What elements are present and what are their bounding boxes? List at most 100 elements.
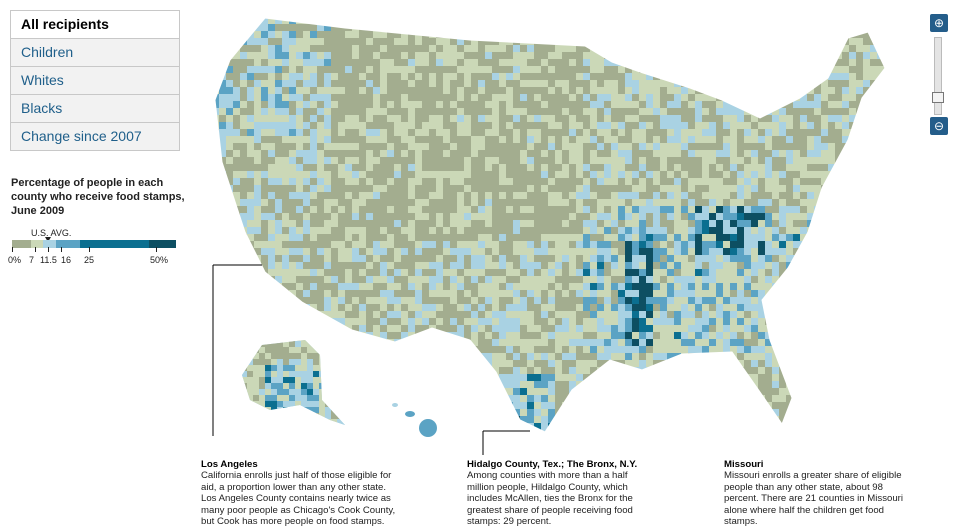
county[interactable]: [303, 290, 311, 298]
county[interactable]: [793, 241, 801, 249]
county[interactable]: [506, 143, 514, 151]
county[interactable]: [366, 143, 374, 151]
county[interactable]: [310, 157, 318, 165]
county[interactable]: [702, 24, 710, 32]
county[interactable]: [380, 248, 388, 256]
county[interactable]: [842, 220, 850, 228]
county[interactable]: [233, 101, 241, 109]
county[interactable]: [268, 262, 276, 270]
county[interactable]: [562, 101, 570, 109]
county[interactable]: [492, 31, 500, 39]
county[interactable]: [219, 199, 227, 207]
county[interactable]: [212, 164, 220, 172]
county[interactable]: [737, 325, 745, 333]
county[interactable]: [639, 171, 647, 179]
county[interactable]: [373, 17, 381, 25]
county[interactable]: [268, 101, 276, 109]
county[interactable]: [520, 115, 528, 123]
county[interactable]: [401, 87, 409, 95]
county[interactable]: [709, 108, 717, 116]
county[interactable]: [821, 24, 829, 32]
county[interactable]: [702, 52, 710, 60]
county[interactable]: [380, 24, 388, 32]
county[interactable]: [737, 108, 745, 116]
county[interactable]: [681, 122, 689, 130]
county[interactable]: [786, 157, 794, 165]
county[interactable]: [324, 297, 332, 305]
county[interactable]: [849, 220, 857, 228]
county[interactable]: [534, 73, 542, 81]
county[interactable]: [233, 108, 241, 116]
county[interactable]: [303, 276, 311, 284]
county[interactable]: [254, 136, 262, 144]
county[interactable]: [492, 185, 500, 193]
county[interactable]: [387, 87, 395, 95]
county[interactable]: [856, 164, 864, 172]
county[interactable]: [380, 318, 388, 326]
county[interactable]: [695, 10, 703, 18]
county[interactable]: [233, 332, 241, 340]
county[interactable]: [261, 318, 269, 326]
county[interactable]: [884, 94, 892, 102]
county[interactable]: [863, 332, 871, 340]
county[interactable]: [828, 129, 836, 137]
county[interactable]: [597, 143, 605, 151]
county[interactable]: [541, 290, 549, 298]
county[interactable]: [891, 150, 899, 158]
county[interactable]: [723, 262, 731, 270]
county[interactable]: [723, 73, 731, 81]
county[interactable]: [366, 10, 374, 18]
county[interactable]: [597, 255, 605, 263]
county[interactable]: [842, 332, 850, 340]
county[interactable]: [506, 353, 514, 361]
county[interactable]: [681, 164, 689, 172]
county[interactable]: [450, 255, 458, 263]
county[interactable]: [597, 248, 605, 256]
county[interactable]: [723, 325, 731, 333]
county[interactable]: [485, 262, 493, 270]
county[interactable]: [457, 206, 465, 214]
county[interactable]: [688, 206, 696, 214]
county[interactable]: [457, 17, 465, 25]
county[interactable]: [534, 31, 542, 39]
county[interactable]: [436, 24, 444, 32]
county[interactable]: [282, 213, 290, 221]
county[interactable]: [842, 45, 850, 53]
county[interactable]: [296, 171, 304, 179]
county[interactable]: [331, 73, 339, 81]
county[interactable]: [870, 283, 878, 291]
county[interactable]: [492, 234, 500, 242]
county[interactable]: [380, 199, 388, 207]
county[interactable]: [303, 38, 311, 46]
county[interactable]: [331, 213, 339, 221]
county[interactable]: [660, 206, 668, 214]
county[interactable]: [667, 59, 675, 67]
county[interactable]: [695, 318, 703, 326]
county[interactable]: [737, 248, 745, 256]
county[interactable]: [359, 311, 367, 319]
county[interactable]: [842, 136, 850, 144]
county[interactable]: [289, 185, 297, 193]
county[interactable]: [310, 269, 318, 277]
county[interactable]: [681, 31, 689, 39]
county[interactable]: [786, 66, 794, 74]
county[interactable]: [576, 38, 584, 46]
county[interactable]: [744, 339, 752, 347]
county[interactable]: [744, 101, 752, 109]
county[interactable]: [653, 45, 661, 53]
county[interactable]: [723, 171, 731, 179]
county[interactable]: [842, 129, 850, 137]
county[interactable]: [226, 304, 234, 312]
county[interactable]: [534, 10, 542, 18]
county[interactable]: [212, 171, 220, 179]
county[interactable]: [240, 122, 248, 130]
county[interactable]: [303, 73, 311, 81]
county[interactable]: [786, 136, 794, 144]
county[interactable]: [478, 101, 486, 109]
county[interactable]: [716, 115, 724, 123]
county[interactable]: [345, 59, 353, 67]
county[interactable]: [884, 178, 892, 186]
county[interactable]: [709, 157, 717, 165]
county[interactable]: [394, 157, 402, 165]
county[interactable]: [772, 339, 780, 347]
